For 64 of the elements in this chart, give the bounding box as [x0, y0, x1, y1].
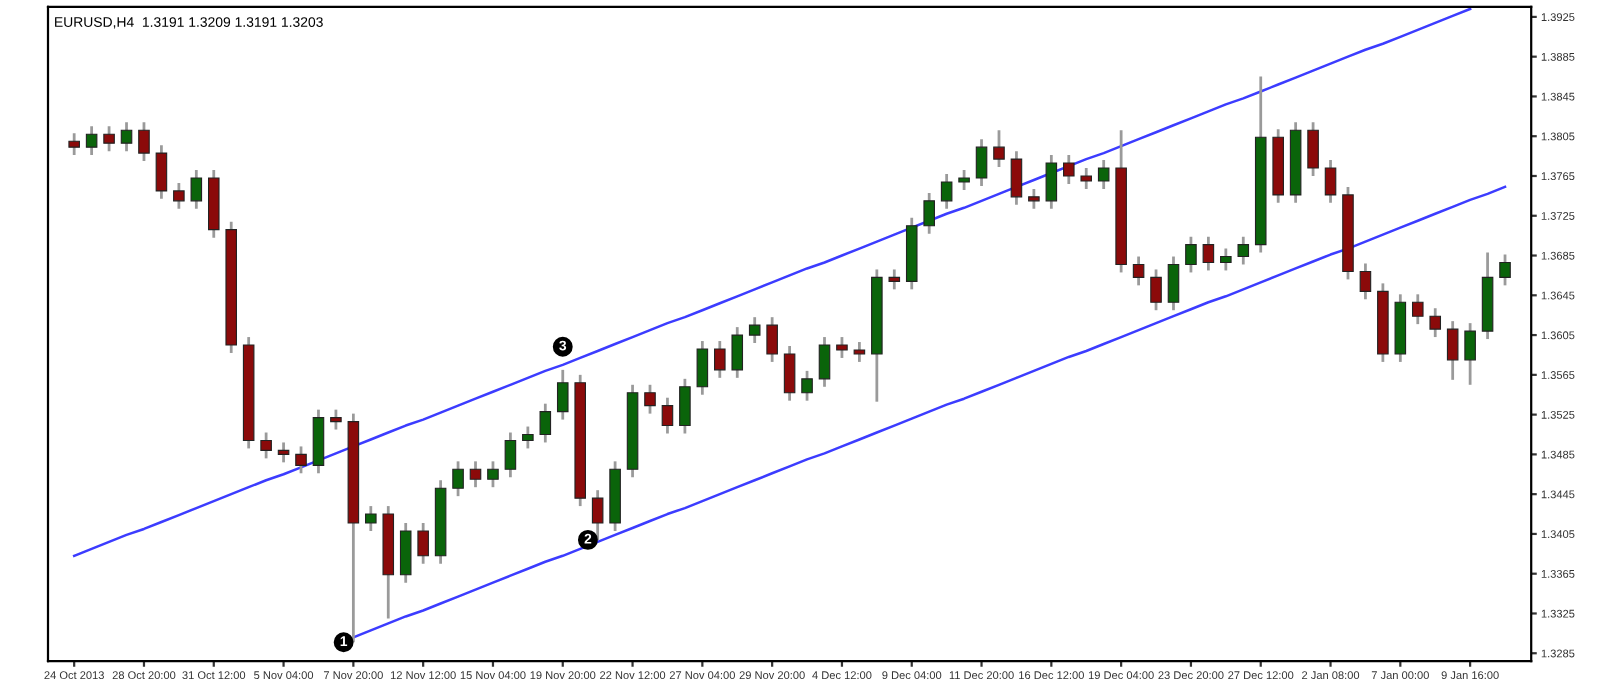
candlestick: [679, 377, 691, 435]
candlestick: [1010, 149, 1023, 207]
candlestick: [1446, 319, 1459, 382]
candlestick: [591, 488, 604, 542]
candlestick: [731, 325, 744, 380]
candlestick: [1307, 120, 1319, 178]
candlestick: [696, 339, 709, 397]
candlestick: [714, 339, 726, 380]
candlestick: [539, 402, 552, 444]
candlestick: [173, 181, 185, 211]
candlestick: [975, 137, 988, 188]
candlestick: [1220, 247, 1232, 272]
candlestick: [522, 425, 534, 450]
candlestick: [766, 315, 778, 364]
candlestick: [958, 168, 970, 192]
candlestick: [504, 431, 517, 479]
candlestick: [1499, 253, 1511, 287]
candlestick: [1429, 306, 1442, 339]
candlestick: [748, 315, 761, 345]
candlestick: [68, 131, 80, 157]
candlestick: [417, 521, 429, 566]
candlestick: [1045, 153, 1058, 211]
candlestick: [452, 459, 464, 498]
candlestick: [818, 335, 831, 389]
candlestick: [1237, 235, 1250, 266]
candlestick: [1202, 235, 1215, 272]
candlestick: [1359, 262, 1372, 301]
candlestick: [661, 396, 674, 435]
candlestick: [190, 168, 203, 211]
candlestick: [260, 431, 272, 460]
candlestick: [644, 383, 656, 416]
candlestick: [469, 459, 482, 489]
candlestick: [783, 344, 796, 403]
candlestick: [1185, 235, 1197, 274]
candlestick: [103, 124, 115, 153]
candlestick: [155, 143, 168, 201]
candlestick: [1167, 255, 1180, 312]
candlestick: [853, 340, 866, 364]
candlestick: [295, 445, 307, 475]
candlestick: [1080, 166, 1093, 191]
candlestick: [836, 335, 848, 360]
candlestick: [1028, 187, 1040, 211]
candlestick: [801, 369, 813, 403]
candlestick: [312, 408, 325, 475]
candlestick: [487, 459, 499, 489]
candlestick: [330, 408, 342, 431]
candlestick: [993, 128, 1005, 169]
candlestick: [923, 191, 935, 236]
candlestick: [1150, 268, 1162, 312]
candlestick: [1063, 153, 1075, 186]
candlestick: [138, 120, 150, 163]
candlestick: [888, 268, 901, 291]
candlestick: [1464, 321, 1476, 387]
candlestick: [1132, 255, 1145, 287]
candlestick: [1411, 292, 1424, 326]
candlestick: [365, 504, 377, 533]
candlestick: [399, 521, 412, 585]
candlestick: [120, 120, 133, 153]
candlestick: [1324, 158, 1337, 205]
candlestick: [85, 124, 98, 157]
candlestick: [1097, 158, 1110, 191]
candlestick: [556, 368, 569, 421]
candlestick: [277, 441, 290, 464]
candlestick: [940, 172, 953, 211]
